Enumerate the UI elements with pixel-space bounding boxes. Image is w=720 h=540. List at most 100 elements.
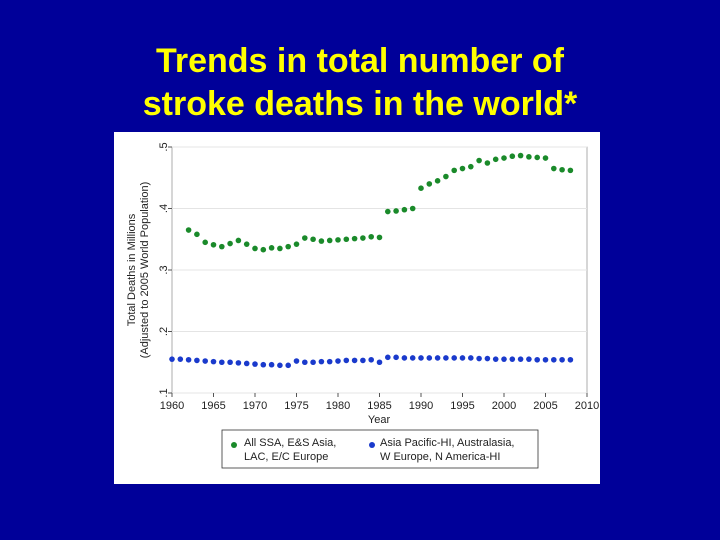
x-tick-label: 1980	[326, 400, 350, 412]
data-point	[559, 356, 565, 363]
data-point	[210, 241, 217, 248]
data-point	[219, 359, 225, 366]
data-point	[185, 227, 192, 233]
legend-label-series-2-line-1: Asia Pacific-HI, Australasia,	[380, 437, 515, 449]
data-point	[492, 356, 499, 362]
data-point	[210, 358, 217, 365]
data-point	[293, 358, 300, 364]
data-point	[285, 362, 291, 369]
y-axis-title-line-2: (Adjusted to 2005 World Population)	[139, 182, 151, 359]
data-point	[509, 356, 516, 362]
data-point	[202, 239, 208, 246]
data-point	[501, 155, 507, 161]
data-point	[409, 355, 416, 361]
data-point	[235, 360, 242, 366]
x-tick-label: 1960	[160, 400, 184, 412]
data-point	[376, 234, 383, 241]
legend-marker-series-2	[369, 442, 375, 448]
data-point	[443, 173, 449, 180]
data-point	[393, 354, 399, 361]
data-point	[434, 355, 441, 361]
data-point	[385, 354, 391, 361]
legend-box	[221, 429, 539, 469]
data-point	[277, 362, 283, 369]
data-point	[260, 361, 267, 368]
grid-lines	[172, 146, 587, 394]
data-point	[252, 361, 258, 367]
x-tick-label: 1965	[201, 400, 225, 412]
data-point	[318, 358, 325, 365]
data-point	[260, 246, 267, 253]
data-point	[194, 231, 200, 238]
data-point	[426, 181, 433, 187]
data-point	[443, 355, 449, 361]
data-point	[343, 236, 350, 243]
data-point	[202, 358, 208, 364]
x-tick-label: 1975	[284, 400, 308, 412]
y-axis-title-line-1: Total Deaths in Millions	[126, 213, 138, 326]
data-point	[559, 166, 565, 173]
x-tick-label: 2000	[492, 400, 516, 412]
data-point	[426, 355, 433, 361]
data-point	[326, 358, 333, 365]
data-point	[526, 356, 532, 362]
data-point	[293, 241, 300, 247]
legend-label-series-1-line-1: All SSA, E&S Asia,	[244, 437, 336, 449]
data-point	[468, 163, 474, 170]
data-point	[185, 356, 192, 363]
data-point	[360, 357, 366, 364]
data-point	[509, 153, 516, 160]
series-1-points	[185, 152, 574, 253]
data-point	[484, 355, 491, 362]
data-point	[476, 355, 482, 362]
legend-label-series-1-line-2: LAC, E/C Europe	[244, 451, 328, 463]
data-point	[401, 206, 408, 213]
data-point	[177, 356, 184, 362]
data-point	[451, 355, 458, 361]
data-point	[542, 356, 549, 363]
x-axis-ticks: 1960 1965 1970 1975 1980 1985 1990 1995 2000 2005…	[160, 393, 599, 412]
data-point	[484, 160, 491, 166]
data-point	[401, 355, 408, 361]
legend-marker-series-1	[231, 442, 237, 448]
data-point	[335, 237, 341, 243]
data-point	[492, 156, 499, 163]
data-point	[277, 245, 283, 252]
legend: All SSA, E&S Asia, LAC, E/C Europe Asia …	[221, 429, 539, 469]
data-point	[385, 208, 391, 215]
data-point	[310, 236, 316, 243]
legend-label-series-2-line-2: W Europe, N America-HI	[380, 451, 500, 463]
y-tick-label: .5	[158, 142, 170, 151]
data-point	[534, 154, 540, 161]
y-tick-label: .1	[158, 388, 170, 397]
x-axis-title: Year	[368, 414, 391, 426]
data-point	[418, 355, 424, 361]
data-point	[368, 233, 374, 240]
data-point	[268, 245, 275, 251]
data-point	[243, 360, 250, 367]
x-tick-label: 1985	[367, 400, 391, 412]
y-tick-label: .2	[158, 327, 170, 336]
data-point	[459, 165, 466, 172]
chart-panel: 1960 1965 1970 1975 1980 1985 1990 1995 2000 2005…	[114, 132, 600, 484]
data-point	[326, 237, 333, 244]
data-point	[219, 243, 225, 250]
data-point	[351, 235, 358, 242]
data-point	[551, 165, 557, 172]
slide-title-line-1: Trends in total number of	[155, 42, 565, 80]
y-axis-ticks: .1 .2 .3 .4 .5	[158, 142, 172, 398]
x-tick-label: 1970	[243, 400, 267, 412]
stroke-deaths-scatter-chart: 1960 1965 1970 1975 1980 1985 1990 1995 2000 2005…	[126, 142, 599, 469]
data-point	[268, 361, 275, 368]
data-point	[285, 243, 291, 250]
data-point	[526, 154, 532, 160]
data-point	[551, 356, 557, 363]
data-point	[418, 185, 424, 192]
data-point	[252, 245, 258, 252]
data-point	[451, 167, 458, 174]
data-point	[517, 152, 524, 159]
data-point	[343, 357, 350, 364]
data-point	[476, 157, 482, 164]
data-point	[376, 359, 383, 366]
data-point	[567, 167, 574, 174]
